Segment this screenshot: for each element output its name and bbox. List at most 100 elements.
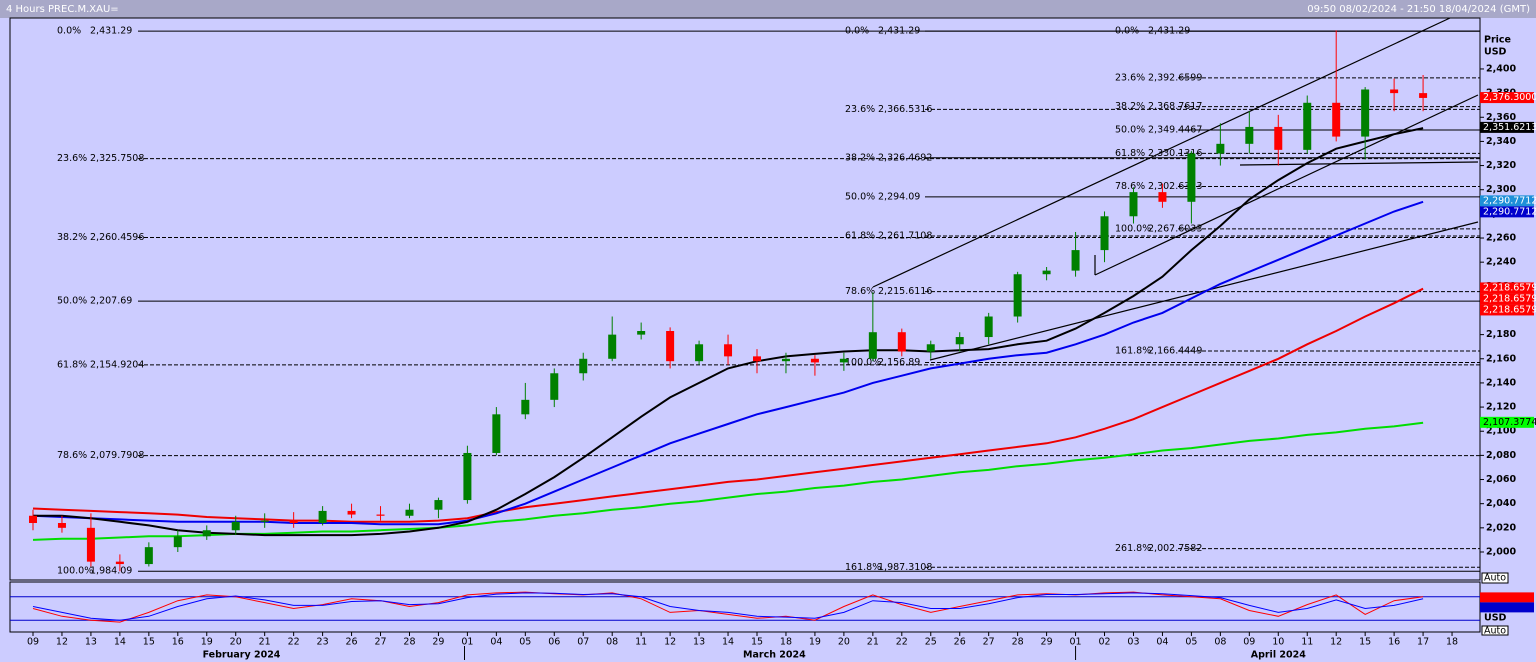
candle-body <box>86 527 95 562</box>
candle-body <box>434 500 443 510</box>
candle-body <box>463 452 472 501</box>
x-tick-label: 28 <box>403 637 415 648</box>
y-tick-label: 2,320 <box>1486 160 1516 171</box>
candle-body <box>318 510 327 524</box>
fib-value: 2,325.7508 <box>90 153 144 164</box>
oscillator-line <box>32 592 1424 621</box>
candle-body <box>173 536 182 548</box>
month-label: April 2024 <box>1251 650 1306 661</box>
x-tick-label: 03 <box>1127 637 1139 648</box>
fib-pct: 38.2% <box>1115 101 1145 112</box>
x-tick-label: 19 <box>809 637 821 648</box>
fib-value: 2,431.29 <box>90 26 132 37</box>
x-tick-label: 04 <box>1156 637 1168 648</box>
header-left: 4 Hours PREC.M.XAU= <box>6 4 119 15</box>
x-tick-label: 15 <box>1359 637 1371 648</box>
candle-body <box>781 358 790 362</box>
fib-pct: 61.8% <box>845 230 875 241</box>
candle-body <box>260 520 269 522</box>
x-tick-label: 14 <box>722 637 734 648</box>
price-badge-label: 2,290.7712 <box>1483 195 1536 206</box>
auto-label[interactable]: Auto <box>1484 573 1506 584</box>
candle-body <box>637 331 646 335</box>
x-tick-label: 09 <box>27 637 39 648</box>
x-tick-label: 12 <box>1330 637 1342 648</box>
candle-body <box>1245 126 1254 144</box>
fib-value: 2,431.29 <box>878 26 920 37</box>
moving-average <box>33 127 1424 537</box>
fib-value: 1,984.09 <box>90 566 132 577</box>
candle-body <box>289 520 298 524</box>
candle-body <box>666 331 675 362</box>
fib-pct: 100.0% <box>1115 223 1151 234</box>
y-tick-label: 2,040 <box>1486 498 1516 509</box>
fib-value: 2,392.6599 <box>1148 72 1202 83</box>
x-tick-label: 11 <box>1301 637 1313 648</box>
x-tick-label: 11 <box>635 637 647 648</box>
fib-value: 2,156.89 <box>878 357 920 368</box>
candle-body <box>579 358 588 374</box>
price-badge <box>1480 282 1534 294</box>
candle-body <box>1419 93 1428 98</box>
x-tick-label: 20 <box>230 637 242 648</box>
candle-body <box>492 414 501 453</box>
y-tick-label: 2,180 <box>1486 329 1516 340</box>
price-badge-label: 2,290.7712 <box>1483 206 1536 217</box>
candle-body <box>1129 192 1138 217</box>
fib-pct: 23.6% <box>57 153 87 164</box>
price-badge <box>1480 293 1534 305</box>
x-tick-label: 04 <box>490 637 502 648</box>
x-tick-label: 08 <box>606 637 618 648</box>
channel-lower <box>1094 94 1479 276</box>
price-badge-label: 2,218.6579 <box>1483 282 1536 293</box>
y-tick-label: 2,060 <box>1486 474 1516 485</box>
x-tick-label: 12 <box>664 637 676 648</box>
candle-body <box>608 334 617 359</box>
channel-upper <box>872 17 1451 288</box>
candle-body <box>202 530 211 537</box>
x-tick-label: 08 <box>1214 637 1226 648</box>
candle-body <box>521 399 530 415</box>
fib-value: 2,330.1316 <box>1148 148 1202 159</box>
x-tick-label: 18 <box>780 637 792 648</box>
fib-pct: 50.0% <box>57 296 87 307</box>
osc-auto-button[interactable] <box>1481 625 1509 636</box>
x-tick-label: 16 <box>1388 637 1400 648</box>
fib-value: 2,154.9204 <box>90 359 144 370</box>
x-tick-label: 15 <box>143 637 155 648</box>
price-badge-label: 2,107.3774 <box>1483 417 1536 428</box>
x-tick-label: 10 <box>1272 637 1284 648</box>
osc-auto-label[interactable]: Auto <box>1484 626 1506 637</box>
x-tick-label: 22 <box>288 637 300 648</box>
price-badge <box>1480 416 1534 428</box>
y-tick-label: 2,020 <box>1486 522 1516 533</box>
candle-body <box>1158 192 1167 202</box>
price-badge-label: 2,218.6579 <box>1483 293 1536 304</box>
fib-pct: 50.0% <box>845 191 875 202</box>
support-line <box>1239 161 1479 166</box>
fib-value: 1,987.3108 <box>878 562 932 573</box>
fib-value: 2,326.4692 <box>878 152 932 163</box>
candle-body <box>955 337 964 345</box>
candle-body <box>405 509 414 516</box>
osc-badge-second <box>1480 602 1534 613</box>
candle-body <box>1042 270 1051 275</box>
x-tick-label: 29 <box>1041 637 1053 648</box>
x-tick-label: 28 <box>1012 637 1024 648</box>
osc-badge <box>1480 592 1534 603</box>
candle-body <box>57 523 66 528</box>
price-badge-label: 2,376.3000 <box>1483 92 1536 103</box>
auto-button[interactable] <box>1481 572 1509 584</box>
header-bar <box>0 0 1536 18</box>
y-tick-label: 2,120 <box>1486 402 1516 413</box>
fib-value: 2,166.4449 <box>1148 345 1202 356</box>
y-tick-label: 2,360 <box>1486 112 1516 123</box>
candle-body <box>1071 250 1080 271</box>
x-tick-label: 05 <box>519 637 531 648</box>
y-tick-label: 2,000 <box>1486 546 1516 557</box>
candle-body <box>1274 126 1283 150</box>
fib-value: 2,431.29 <box>1148 26 1190 37</box>
x-tick-label: 16 <box>172 637 184 648</box>
x-tick-label: 26 <box>954 637 966 648</box>
